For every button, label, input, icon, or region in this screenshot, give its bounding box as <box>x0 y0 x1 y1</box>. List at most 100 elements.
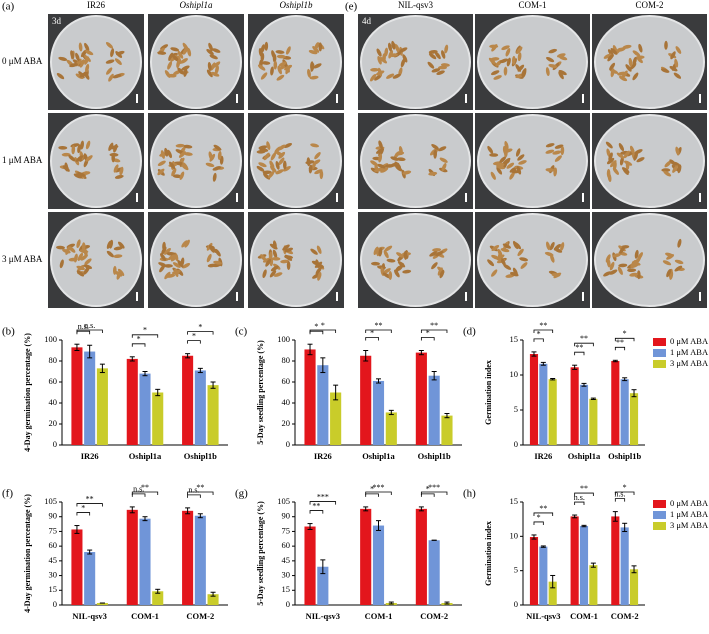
seed <box>384 47 389 57</box>
seed <box>64 162 69 172</box>
seed <box>284 247 294 253</box>
significance-bracket <box>131 493 146 497</box>
significance-label: n.s. <box>614 489 625 498</box>
legend-label: 1 μM ABA <box>670 509 709 519</box>
seed <box>116 50 125 56</box>
seed <box>371 261 380 266</box>
bar <box>182 510 194 605</box>
seed <box>609 261 615 271</box>
seed <box>489 153 499 157</box>
y-axis-label: 5-Day seedling percentage (%) <box>256 501 265 606</box>
seed <box>379 56 387 64</box>
bar <box>304 349 316 445</box>
y-tick-label: 60 <box>49 540 58 550</box>
seed <box>75 155 84 162</box>
seed <box>392 73 401 79</box>
y-tick-label: 5 <box>514 404 518 414</box>
bar <box>620 379 629 445</box>
bar <box>96 603 108 605</box>
seed <box>106 67 113 75</box>
seed <box>176 59 181 69</box>
x-tick-label: NIL-qsv3 <box>72 611 106 621</box>
seed <box>160 150 165 159</box>
seed <box>377 163 386 169</box>
seed <box>314 169 323 175</box>
seed <box>71 145 76 155</box>
seed <box>282 160 287 170</box>
petri-dish <box>594 114 705 208</box>
seed <box>316 245 322 254</box>
seed <box>83 266 90 275</box>
error-bar <box>142 371 148 377</box>
scale-bar <box>336 94 338 103</box>
seed <box>273 272 283 277</box>
significance-label: ** <box>312 501 320 510</box>
seed <box>490 57 500 61</box>
scale-bar <box>582 94 584 103</box>
seed <box>183 144 193 149</box>
seed <box>402 170 412 175</box>
seed <box>501 45 510 51</box>
y-tick-label: 0 <box>514 439 518 449</box>
seed <box>264 41 269 51</box>
bar <box>182 355 194 445</box>
seed <box>545 149 555 154</box>
seed <box>114 58 122 65</box>
seed <box>282 166 291 172</box>
seed <box>674 58 679 68</box>
seed <box>117 268 125 277</box>
significance-bracket <box>309 329 337 333</box>
seed <box>546 57 555 63</box>
petri-dish <box>150 15 242 109</box>
y-tick-label: 40 <box>282 397 291 407</box>
error-bar <box>531 534 537 540</box>
seed <box>68 246 76 253</box>
seed <box>171 168 177 177</box>
seed <box>487 259 495 267</box>
seed <box>429 251 438 257</box>
seed <box>210 71 220 77</box>
bar <box>84 552 96 605</box>
seed <box>558 70 567 76</box>
seed <box>56 72 65 80</box>
seed <box>113 164 119 173</box>
error-bar <box>185 507 191 515</box>
seed <box>275 50 285 54</box>
seed <box>665 252 674 257</box>
seed <box>403 250 408 260</box>
seed <box>163 264 173 268</box>
seed <box>394 269 400 278</box>
seed <box>550 254 555 263</box>
error-bar <box>363 350 369 362</box>
significance-label: * <box>370 485 374 494</box>
seed <box>212 172 217 182</box>
seed <box>205 162 215 168</box>
seed <box>307 68 311 78</box>
seed <box>517 154 525 161</box>
seed <box>76 265 86 271</box>
legend-swatch <box>653 338 666 346</box>
seed <box>608 152 613 161</box>
seed <box>553 247 563 253</box>
bar <box>629 569 639 605</box>
significance-bracket <box>420 491 448 495</box>
seed <box>500 248 510 253</box>
seed <box>519 257 529 262</box>
x-tick-label: Oshipl1b <box>418 451 451 461</box>
row-label: 0 μM ABA <box>2 56 43 66</box>
seed <box>374 74 382 81</box>
seed <box>499 156 507 164</box>
seed <box>262 269 267 279</box>
bar <box>207 385 219 445</box>
seed <box>546 241 551 251</box>
seed <box>78 42 83 52</box>
seed <box>262 170 272 175</box>
significance-bracket <box>309 501 337 505</box>
seed <box>284 254 293 261</box>
seed <box>517 52 522 62</box>
seed <box>272 53 277 63</box>
seed <box>285 46 291 55</box>
seed <box>432 248 442 252</box>
seed <box>84 55 91 62</box>
